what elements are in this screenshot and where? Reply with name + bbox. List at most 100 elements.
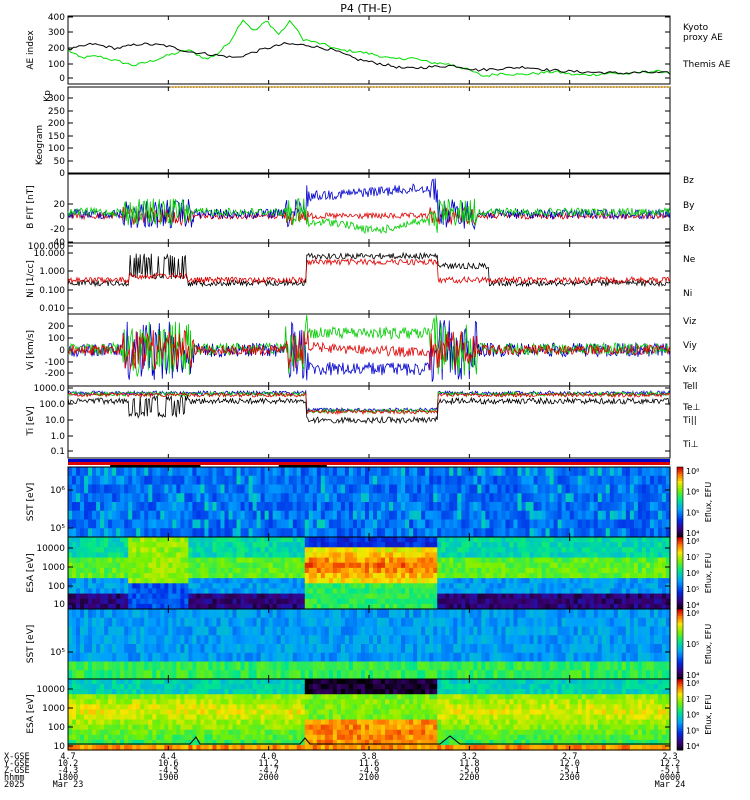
y-tick-label-esa_e: 1000 xyxy=(42,563,65,573)
x-row-label: Y-GSE xyxy=(4,759,30,769)
series-line-ti-perp xyxy=(67,389,671,414)
spectrogram-esa_i xyxy=(68,679,671,751)
colorbar-tick-esa_i: 10⁸ xyxy=(686,679,699,688)
y-tick-label-b: 20 xyxy=(54,200,66,210)
colorbar-label-esa_e: Eflux, EFU xyxy=(704,553,713,594)
y-tick-label-n: 100.000 xyxy=(28,242,65,252)
series-line-viz xyxy=(67,329,671,371)
x-col-date: Mar 23 xyxy=(53,780,84,790)
colorbar-label-esa_i: Eflux, EFU xyxy=(704,694,713,735)
x-row-label: Z-GSE xyxy=(4,766,30,776)
y-tick-label-sst_e: 10⁵ xyxy=(50,524,65,534)
x-col-x: 4.4 xyxy=(161,752,176,762)
esa-ion-overlay-line xyxy=(68,735,670,745)
y-tick-label-v: 0 xyxy=(59,346,65,356)
series-line-themis-ae xyxy=(67,42,671,75)
y-tick-label-sst_i: 10⁵ xyxy=(50,648,65,658)
x-row-label: X-GSE xyxy=(4,752,30,762)
x-row-label: 2025 xyxy=(4,780,24,790)
y-tick-label-n: 0.100 xyxy=(39,286,65,296)
x-col-time: 1900 xyxy=(158,773,178,783)
colorbar-tick-esa_i: 10⁵ xyxy=(686,726,699,735)
series-label-2-0: Bz xyxy=(683,176,694,186)
colorbar-tick-sst_e: 10⁸ xyxy=(686,467,699,476)
x-col-time: 2200 xyxy=(459,773,479,783)
series-line-kyoto-proxy-ae xyxy=(67,19,671,77)
series-label-5-3: Ti⊥ xyxy=(682,440,699,450)
series-line-by xyxy=(67,197,671,234)
legend-kyoto-proxy-ae: Kyoto proxy AE xyxy=(683,23,723,43)
colorbar-sst_e xyxy=(676,466,684,538)
series-line-viy xyxy=(67,314,671,377)
series-label-5-1: Te⊥ xyxy=(682,403,701,413)
y-tick-label-sst_e: 10⁶ xyxy=(50,486,65,496)
series-line-ni xyxy=(67,251,671,288)
figure-title: P4 (TH-E) xyxy=(340,2,392,15)
y-tick-label-ae: 300 xyxy=(48,28,65,38)
spectrogram-sst_e xyxy=(68,467,671,538)
y-axis-label-sst_e: SST [eV] xyxy=(26,483,36,522)
series-line-te-perp xyxy=(67,391,671,416)
x-col-time: 2000 xyxy=(258,773,278,783)
y-tick-label-esa_i: 1000 xyxy=(42,704,65,714)
x-col-y: 12.2 xyxy=(660,759,680,769)
y-tick-label-n: 1.000 xyxy=(39,267,65,277)
x-col-x: 2.7 xyxy=(562,752,577,762)
x-col-y: 12.0 xyxy=(559,759,579,769)
x-col-x: 4.0 xyxy=(261,752,276,762)
y-tick-label-esa_i: 100 xyxy=(48,723,65,733)
x-col-time: 2300 xyxy=(559,773,579,783)
colorbar-tick-esa_i: 10⁴ xyxy=(686,742,699,751)
panel-frame-t xyxy=(67,385,671,459)
y-tick-label-t: 1000.0 xyxy=(34,384,66,394)
y-tick-label-n: 0.010 xyxy=(39,304,65,314)
y-axis-label-esa_i: ESA [eV] xyxy=(26,694,36,733)
series-label-2-2: Bx xyxy=(683,224,695,234)
colorbar-label-sst_i: Eflux, EFU xyxy=(704,624,713,665)
y-tick-label-esa_e: 10 xyxy=(54,600,66,610)
y-axis-label-sst_i: SST [eV] xyxy=(26,625,36,664)
y-tick-label-b: -40 xyxy=(50,238,65,248)
y-axis-label-ae: AE index xyxy=(26,30,36,70)
x-col-z: -4.5 xyxy=(158,766,178,776)
x-col-z: -5.0 xyxy=(459,766,479,776)
colorbar-tick-sst_e: 10⁴ xyxy=(686,529,699,538)
y-tick-label-ae: 0 xyxy=(59,74,65,84)
x-col-time: 0000 xyxy=(660,773,680,783)
y-tick-label-t: 0.1 xyxy=(51,447,65,457)
y-tick-label-kp: 100 xyxy=(48,144,65,154)
legend-themis-ae: Themis AE xyxy=(682,60,731,70)
y-tick-label-n: 10.000 xyxy=(34,249,66,259)
series-label-3-0: Ne xyxy=(683,255,696,265)
x-axis-table: X-GSEY-GSEZ-GSEhhmm20254.710.2-4.31800Ma… xyxy=(4,752,685,790)
colorbar-tick-sst_i: 10⁶ xyxy=(686,609,699,618)
y-tick-label-b: -20 xyxy=(50,225,65,235)
y-tick-label-kp: 0 xyxy=(59,169,65,179)
colorbar-tick-sst_i: 10⁴ xyxy=(686,671,699,680)
x-col-x: 2.3 xyxy=(662,752,677,762)
y-tick-label-kp: 200 xyxy=(48,119,65,129)
y-tick-label-v: 200 xyxy=(48,322,65,332)
panel-frame-ae xyxy=(67,15,671,85)
y-tick-label-esa_i: 10 xyxy=(54,742,66,752)
x-col-date: Mar 24 xyxy=(655,780,686,790)
colorbar-tick-sst_e: 10⁵ xyxy=(686,508,699,517)
colorbar-tick-esa_i: 10⁷ xyxy=(686,695,699,704)
spectrogram-esa_e xyxy=(68,537,671,610)
colorbar-tick-esa_e: 10⁵ xyxy=(686,585,699,594)
y-tick-label-kp: 150 xyxy=(48,132,65,142)
colorbar-tick-esa_i: 10⁶ xyxy=(686,711,699,720)
colorbar-sst_i xyxy=(676,608,684,680)
series-line-ne xyxy=(67,258,671,285)
series-label-4-2: Vix xyxy=(683,365,697,375)
y-tick-label-ae: 200 xyxy=(48,44,65,54)
mode-bar-blue xyxy=(68,459,670,462)
x-col-time: 2100 xyxy=(359,773,379,783)
colorbar-tick-esa_e: 10⁶ xyxy=(686,569,699,578)
y-tick-label-kp: 300 xyxy=(48,94,65,104)
keogram-label: Keogram xyxy=(35,125,45,165)
panel-frame-n xyxy=(67,242,671,315)
series-label-2-1: By xyxy=(683,201,695,211)
x-col-x: 4.7 xyxy=(60,752,75,762)
